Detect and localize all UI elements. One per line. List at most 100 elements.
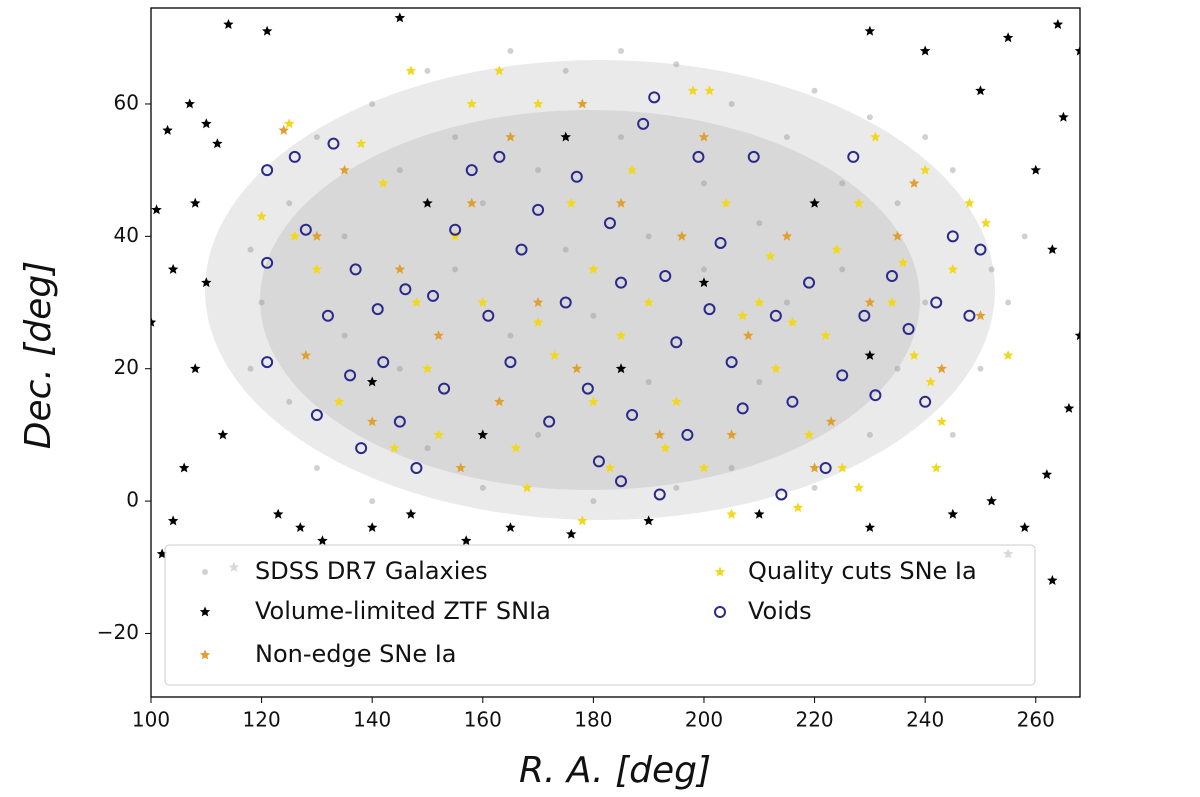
point [505,131,516,142]
point [151,204,162,215]
point [592,455,605,468]
point [930,296,943,309]
point [756,220,763,227]
point [590,498,597,505]
point [837,462,848,473]
point [532,297,544,307]
point [288,150,301,163]
point [626,164,638,175]
point [466,197,477,208]
point [1021,233,1028,240]
point [892,230,903,241]
point [737,310,748,321]
point [919,164,931,175]
point [433,429,444,440]
point [831,244,842,254]
point [543,415,556,428]
point [653,488,666,501]
point [367,376,378,387]
point [754,297,765,307]
point [820,330,831,341]
legend-marker [202,569,208,575]
y-axis-label: Dec. [deg] [18,261,59,450]
point [494,65,505,76]
point [670,336,683,349]
point [394,12,406,23]
point [839,180,846,187]
point [866,431,873,438]
point [367,522,378,532]
point [756,378,763,385]
legend-label: Non-edge SNe Ia [255,640,457,668]
point [261,256,274,269]
point [466,98,477,109]
point [535,431,542,438]
point [566,197,577,208]
point [870,131,881,142]
point [286,398,293,405]
point [515,243,528,256]
point [410,461,423,474]
point [836,369,849,382]
point [728,100,735,107]
y-tick-label: 20 [114,355,139,379]
point [494,396,505,407]
point [577,98,588,109]
point [507,48,514,55]
point [507,332,514,339]
point [477,429,488,440]
point [787,316,798,327]
point [577,515,588,526]
point [349,263,362,276]
point [1005,299,1012,306]
point [977,365,984,372]
x-tick-label: 160 [464,708,502,732]
point [341,233,348,240]
point [560,131,571,142]
point [367,416,378,427]
point [714,236,727,249]
point [477,297,488,307]
point [949,167,956,174]
point [949,431,956,438]
point [399,283,412,296]
point [588,396,599,407]
point [1002,350,1014,360]
x-tick-label: 180 [574,708,612,732]
point [792,502,804,513]
point [286,200,293,207]
point [327,137,340,150]
point [510,442,522,453]
point [809,197,820,208]
point [299,223,312,236]
point [465,164,478,177]
point [1074,330,1080,341]
point [1019,522,1030,532]
point [300,350,312,360]
point [590,312,597,319]
point [313,464,320,471]
point [769,309,782,322]
point [676,230,688,241]
legend-frame [164,544,1036,686]
point [217,429,229,440]
point [736,402,749,415]
point [284,118,295,129]
point [256,211,267,221]
point [894,365,901,372]
point [355,442,368,455]
point [549,350,560,360]
point [615,276,628,289]
point [505,522,516,532]
point [925,376,936,387]
point [781,230,793,241]
point [212,138,223,149]
point [864,25,876,36]
point [479,200,486,207]
point [692,150,705,163]
point [947,263,958,274]
point [184,98,195,109]
point [570,170,583,183]
legend: SDSS DR7 Galaxies Volume-limited ZTF SNIa… [164,544,1036,686]
point [908,177,920,188]
